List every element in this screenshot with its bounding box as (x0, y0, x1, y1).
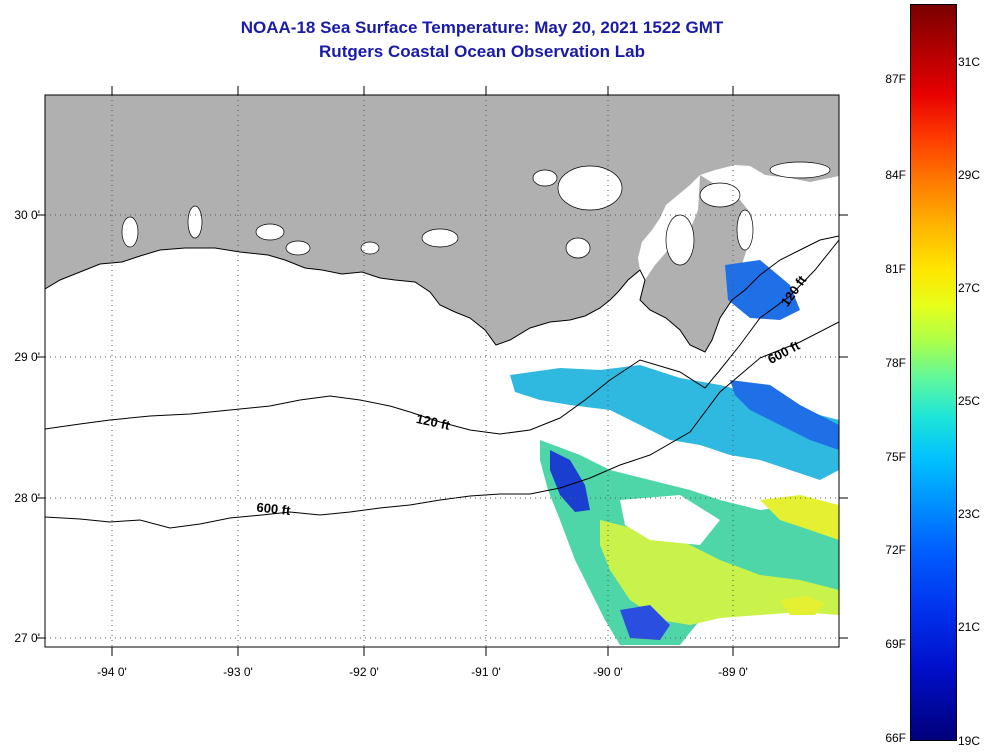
isobath-label-120ft-west: 120 ft (415, 411, 452, 433)
colorbar-f-66: 66F (885, 731, 906, 745)
colorbar-f-87: 87F (885, 72, 906, 86)
colorbar-c-27: 27C (958, 281, 981, 295)
lat-label-29: 29 0' (14, 350, 40, 364)
lon-label-92: -92 0' (349, 665, 379, 679)
colorbar-c-19: 19C (958, 734, 981, 748)
colorbar-f-84: 84F (885, 168, 906, 182)
colorbar-f-69: 69F (885, 637, 906, 651)
colorbar-c-31: 31C (958, 55, 981, 69)
isobath-label-600ft-west: 600 ft (256, 500, 292, 519)
colorbar-c-21: 21C (958, 620, 981, 634)
temperature-colorbar (910, 4, 957, 741)
delta-land (640, 175, 752, 352)
graticule (45, 95, 839, 647)
colorbar-c-29: 29C (958, 168, 981, 182)
lat-label-28: 28 0' (14, 491, 40, 505)
lon-label-94: -94 0' (97, 665, 127, 679)
colorbar-c-23: 23C (958, 507, 981, 521)
plot-frame (44, 94, 840, 648)
isobath-600ft (45, 321, 839, 529)
lat-label-30: 30 0' (14, 208, 40, 222)
axis-ticks (36, 86, 848, 656)
colorbar-f-72: 72F (885, 543, 906, 557)
lon-label-93: -93 0' (223, 665, 253, 679)
colorbar-f-81: 81F (885, 262, 906, 276)
colorbar-f-75: 75F (885, 450, 906, 464)
colorbar-c-25: 25C (958, 394, 981, 408)
coastline (45, 235, 839, 353)
lon-label-89: -89 0' (718, 665, 748, 679)
map-title: NOAA-18 Sea Surface Temperature: May 20,… (240, 18, 724, 37)
map-subtitle: Rutgers Coastal Ocean Observation Lab (319, 42, 645, 61)
lon-label-91: -91 0' (471, 665, 501, 679)
colorbar-f-78: 78F (885, 356, 906, 370)
land-mass (45, 95, 839, 345)
lon-label-90: -90 0' (593, 665, 623, 679)
lat-label-27: 27 0' (14, 631, 40, 645)
inland-lakes (121, 161, 831, 266)
